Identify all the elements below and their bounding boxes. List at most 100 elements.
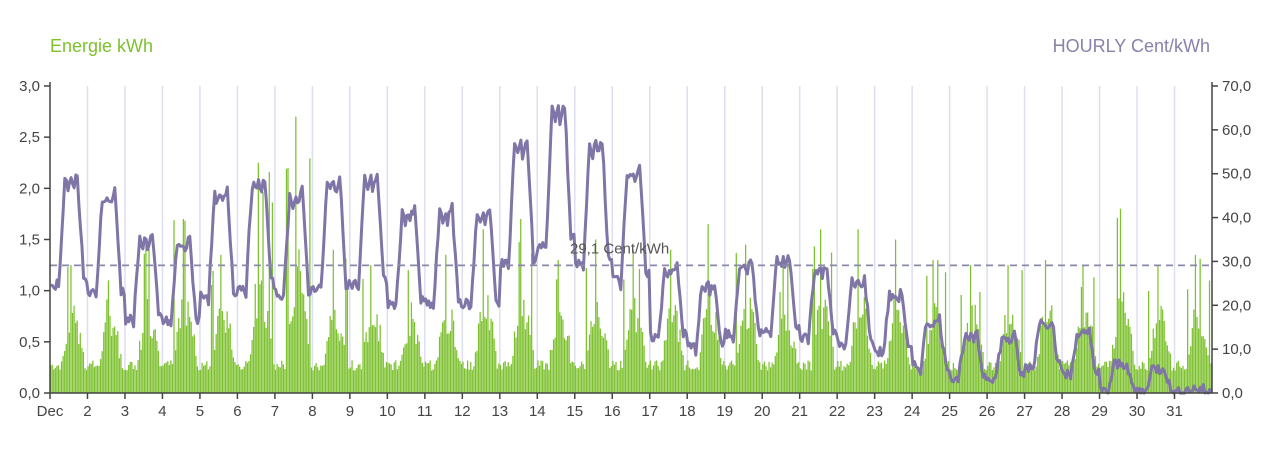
energy-bar [702, 318, 705, 393]
energy-bar [1041, 316, 1044, 393]
energy-bar [655, 360, 658, 393]
energy-bar [888, 341, 890, 393]
energy-bar [282, 364, 284, 393]
energy-bar [618, 370, 620, 393]
energy-bar [520, 219, 522, 393]
energy-bar [663, 340, 666, 393]
energy-bar [120, 353, 122, 393]
energy-bar [705, 309, 708, 393]
energy-bar [1152, 328, 1154, 393]
left-tick-label: 0,0 [19, 385, 40, 402]
energy-bar [1026, 365, 1028, 393]
energy-bar [126, 370, 128, 393]
energy-bar [521, 316, 523, 393]
energy-bar [203, 365, 205, 393]
energy-bar [887, 358, 889, 393]
energy-bar [843, 366, 845, 393]
energy-bar [106, 299, 108, 393]
energy-bar [631, 309, 633, 393]
energy-bar [204, 364, 206, 393]
energy-bar [723, 361, 725, 393]
energy-bar [590, 321, 592, 393]
energy-bar [577, 368, 580, 393]
energy-bar [732, 364, 734, 393]
energy-bar [874, 369, 876, 393]
energy-bar [643, 345, 645, 393]
energy-bar [78, 343, 80, 393]
energy-bar [253, 326, 255, 393]
energy-bar [610, 366, 612, 393]
energy-bar [671, 322, 673, 393]
energy-bar [212, 270, 214, 393]
energy-bar [1029, 361, 1031, 393]
energy-bar [245, 361, 247, 393]
right-tick-label: 60,0 [1222, 122, 1251, 139]
energy-bar [1055, 355, 1058, 393]
energy-bar [698, 369, 700, 393]
energy-bar [317, 367, 319, 393]
energy-bar [199, 369, 202, 393]
energy-bar [99, 359, 102, 393]
energy-bar [979, 291, 981, 393]
energy-bar [798, 362, 800, 393]
energy-bar [902, 325, 905, 393]
energy-bar [431, 370, 433, 393]
energy-bar [107, 280, 110, 393]
energy-bar [613, 364, 616, 393]
energy-bar [666, 318, 669, 393]
energy-bar [338, 340, 341, 393]
energy-bar [93, 367, 95, 393]
energy-bar [1208, 280, 1211, 393]
energy-bar [670, 249, 672, 393]
energy-bar [632, 249, 634, 393]
energy-bar [329, 316, 331, 393]
energy-bar [1108, 360, 1111, 393]
x-tick-label: 21 [791, 403, 808, 420]
energy-bar [96, 365, 99, 393]
x-tick-label: 7 [271, 403, 279, 420]
energy-bar [210, 284, 213, 393]
energy-bar [459, 360, 461, 393]
energy-bar [1104, 361, 1106, 393]
energy-bar [492, 321, 494, 393]
energy-bar [1073, 361, 1075, 393]
right-axis-title: HOURLY Cent/kWh [1053, 36, 1210, 56]
energy-bar [409, 335, 411, 393]
energy-bar [976, 324, 978, 393]
energy-bar [488, 330, 491, 393]
energy-bar [452, 320, 455, 393]
energy-bar [1096, 366, 1098, 393]
energy-bar [165, 362, 167, 393]
energy-bar [323, 364, 325, 393]
energy-bar [780, 318, 783, 393]
energy-bar [421, 362, 423, 393]
energy-bar [1185, 368, 1187, 393]
energy-bar [949, 369, 951, 393]
energy-bar [930, 330, 933, 393]
energy-bar [198, 370, 200, 393]
energy-bar [763, 361, 766, 393]
left-tick-label: 2,5 [19, 129, 40, 146]
energy-bar [838, 366, 840, 393]
energy-bar [393, 362, 395, 393]
x-tick-label: 13 [491, 403, 508, 420]
energy-bar [1027, 363, 1029, 393]
energy-bar [164, 363, 166, 393]
energy-bar [790, 345, 792, 393]
energy-bar [565, 340, 567, 393]
x-tick-label: 19 [716, 403, 733, 420]
energy-bar [195, 355, 197, 393]
energy-bar [771, 362, 773, 393]
energy-bar [546, 363, 548, 393]
energy-bar [757, 360, 759, 393]
energy-bar [788, 330, 790, 393]
energy-bar [974, 304, 976, 393]
energy-bar [1179, 366, 1181, 393]
energy-bar [137, 360, 139, 393]
energy-bar [485, 318, 488, 393]
energy-bar [509, 366, 511, 393]
energy-bar [626, 339, 628, 393]
energy-bar [90, 363, 92, 393]
energy-bar [782, 259, 784, 393]
energy-bar [854, 322, 856, 393]
